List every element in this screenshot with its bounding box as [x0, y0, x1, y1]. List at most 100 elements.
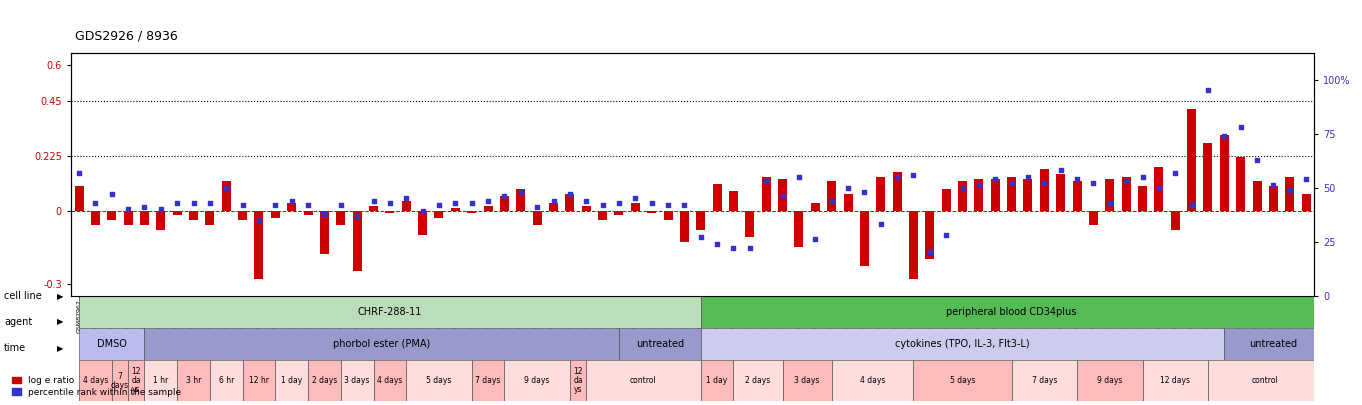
Bar — [484, 206, 493, 211]
Bar — [1286, 177, 1294, 211]
Bar — [941, 189, 951, 211]
Point — [84, 200, 106, 206]
Text: 1 day: 1 day — [707, 376, 727, 385]
Bar — [336, 211, 346, 225]
Bar — [418, 211, 428, 235]
Bar — [832, 360, 914, 401]
Bar — [434, 211, 444, 218]
Bar — [729, 191, 738, 211]
Text: 12
da
ys: 12 da ys — [132, 367, 142, 394]
Bar — [157, 211, 165, 230]
Text: ▶: ▶ — [57, 292, 64, 301]
Bar — [974, 179, 983, 211]
Bar — [533, 211, 542, 225]
Bar — [287, 203, 296, 211]
Bar — [144, 360, 177, 401]
Bar — [1224, 328, 1323, 360]
Bar — [471, 360, 504, 401]
Bar — [308, 360, 340, 401]
Point — [1050, 167, 1072, 174]
Bar — [783, 360, 832, 401]
Text: peripheral blood CD34plus: peripheral blood CD34plus — [947, 307, 1077, 317]
Bar — [631, 203, 640, 211]
Text: 12 days: 12 days — [1160, 376, 1190, 385]
Bar — [1253, 181, 1261, 211]
Bar — [794, 211, 804, 247]
Bar — [914, 360, 1012, 401]
Bar — [406, 360, 471, 401]
Bar — [569, 360, 586, 401]
Point — [723, 245, 745, 252]
Bar — [320, 211, 330, 254]
Bar — [1155, 167, 1163, 211]
Bar — [745, 211, 755, 237]
Text: 3 hr: 3 hr — [185, 376, 202, 385]
Point — [183, 200, 204, 206]
Text: CHRF-288-11: CHRF-288-11 — [358, 307, 422, 317]
Text: 4 days: 4 days — [377, 376, 403, 385]
Text: 2 days: 2 days — [745, 376, 771, 385]
Bar — [385, 211, 395, 213]
Point — [1263, 182, 1284, 189]
Point — [1001, 180, 1023, 187]
Bar — [112, 360, 128, 401]
Bar — [734, 360, 783, 401]
Bar — [1220, 135, 1229, 211]
Point — [968, 182, 990, 189]
Bar — [222, 181, 230, 211]
Bar — [614, 211, 624, 215]
Bar — [908, 211, 918, 279]
Point — [330, 202, 351, 208]
Point — [526, 204, 548, 210]
Bar — [582, 206, 591, 211]
Bar — [1237, 157, 1245, 211]
Text: 1 day: 1 day — [281, 376, 302, 385]
Point — [870, 221, 892, 228]
Bar — [516, 189, 526, 211]
Bar — [859, 211, 869, 266]
Bar — [1056, 174, 1065, 211]
Point — [1181, 202, 1203, 208]
Text: 3 days: 3 days — [794, 376, 820, 385]
Bar — [1039, 169, 1049, 211]
Bar — [173, 211, 181, 215]
Point — [591, 202, 613, 208]
Point — [607, 200, 629, 206]
Bar — [701, 328, 1224, 360]
Point — [346, 213, 368, 219]
Point — [919, 249, 941, 256]
Bar — [467, 211, 477, 213]
Point — [691, 234, 712, 241]
Point — [985, 176, 1007, 182]
Point — [1066, 176, 1088, 182]
Bar — [451, 208, 460, 211]
Point — [493, 193, 515, 200]
Point — [1214, 132, 1235, 139]
Point — [1017, 174, 1039, 180]
Text: 9 days: 9 days — [1098, 376, 1122, 385]
Point — [509, 189, 531, 195]
Point — [887, 174, 908, 180]
Bar — [304, 211, 312, 215]
Bar — [140, 211, 148, 225]
Point — [477, 197, 498, 204]
Point — [1246, 156, 1268, 163]
Text: 7 days: 7 days — [475, 376, 501, 385]
Bar — [500, 196, 509, 211]
Bar — [990, 179, 1000, 211]
Bar — [242, 360, 275, 401]
Bar — [680, 211, 689, 242]
Bar — [810, 203, 820, 211]
Bar — [177, 360, 210, 401]
Bar — [206, 211, 214, 225]
Point — [411, 208, 433, 215]
Bar — [892, 172, 902, 211]
Point — [117, 206, 139, 213]
Point — [297, 202, 319, 208]
Bar — [1023, 179, 1032, 211]
Point — [264, 202, 286, 208]
Bar — [79, 360, 112, 401]
Point — [656, 202, 678, 208]
Point — [313, 210, 335, 217]
Bar — [340, 360, 373, 401]
